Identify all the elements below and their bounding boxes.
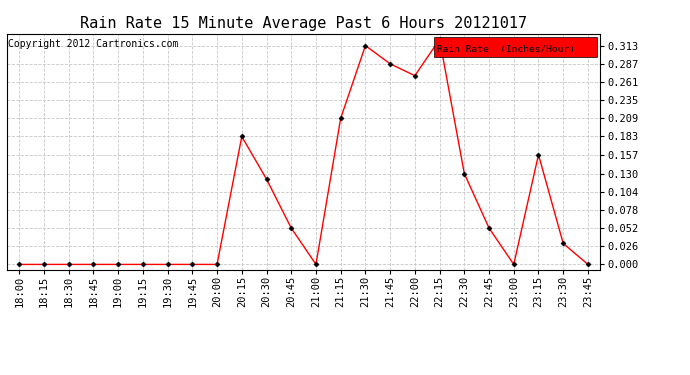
Text: Rain Rate  (Inches/Hour): Rain Rate (Inches/Hour) (437, 45, 575, 54)
Text: Copyright 2012 Cartronics.com: Copyright 2012 Cartronics.com (8, 39, 179, 50)
Title: Rain Rate 15 Minute Average Past 6 Hours 20121017: Rain Rate 15 Minute Average Past 6 Hours… (80, 16, 527, 31)
